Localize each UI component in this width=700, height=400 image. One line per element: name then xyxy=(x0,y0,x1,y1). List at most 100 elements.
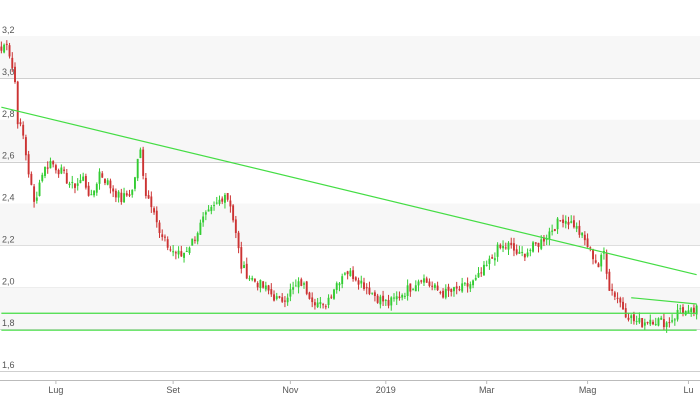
candle-body xyxy=(581,232,584,236)
candle-body xyxy=(556,218,559,230)
candle-body xyxy=(662,319,665,328)
candle-body xyxy=(583,234,586,241)
candle-body xyxy=(632,314,635,322)
candle-body xyxy=(477,272,480,278)
candle-body xyxy=(403,295,406,297)
candle-body xyxy=(5,43,8,45)
candle-body xyxy=(485,264,488,266)
candle-body xyxy=(692,307,695,313)
candle-body xyxy=(327,297,330,305)
candle-body xyxy=(215,202,218,204)
candle-body xyxy=(223,194,226,203)
candle-body xyxy=(567,221,570,225)
candle-body xyxy=(521,251,524,253)
candle-body xyxy=(363,282,365,289)
candle-body xyxy=(218,199,221,204)
trendlines xyxy=(1,106,697,331)
candle-body xyxy=(570,221,573,223)
candle-body xyxy=(649,319,652,325)
candle-body xyxy=(131,189,134,195)
candle-body xyxy=(49,160,52,169)
grid-band xyxy=(0,287,700,330)
candle-body xyxy=(352,270,355,280)
candle-body xyxy=(373,292,376,296)
candle-body xyxy=(8,45,11,57)
candle-body xyxy=(611,289,614,291)
candle-body xyxy=(199,222,202,235)
candle-body xyxy=(453,287,455,292)
candle-body xyxy=(414,285,417,292)
candle-body xyxy=(322,304,325,306)
candle-body xyxy=(679,308,682,310)
candle-body xyxy=(144,177,147,196)
candle-body xyxy=(382,295,385,302)
candle-body xyxy=(518,251,521,254)
candle-body xyxy=(346,271,349,275)
candle-body xyxy=(572,220,575,228)
candle-body xyxy=(243,265,245,268)
candle-body xyxy=(562,219,564,224)
candle-body xyxy=(79,179,82,184)
candle-body xyxy=(191,238,194,246)
candle-body xyxy=(251,277,254,280)
candle-body xyxy=(665,322,668,328)
y-tick-label: 3,0 xyxy=(2,67,15,77)
candle-body xyxy=(193,239,196,241)
candle-body xyxy=(150,196,153,208)
candle-body xyxy=(390,297,393,306)
candle-body xyxy=(395,296,398,300)
candle-body xyxy=(643,322,646,326)
x-tick-label: 2019 xyxy=(376,385,396,395)
candle-body xyxy=(286,297,289,303)
candle-body xyxy=(166,239,169,248)
price-bands xyxy=(0,36,700,330)
candle-body xyxy=(319,302,322,305)
candle-body xyxy=(338,283,341,286)
candle-body xyxy=(513,243,515,251)
candle-body xyxy=(313,302,316,306)
candle-body xyxy=(406,285,409,296)
candle-body xyxy=(398,296,401,299)
candle-body xyxy=(11,57,14,69)
candle-body xyxy=(52,161,55,165)
candle-body xyxy=(461,283,464,292)
candle-body xyxy=(112,188,115,192)
candle-body xyxy=(297,281,300,288)
candle-body xyxy=(466,283,469,287)
candle-body xyxy=(409,283,412,292)
candle-body xyxy=(202,216,205,223)
candle-body xyxy=(652,321,654,325)
candle-body xyxy=(101,173,104,178)
candle-body xyxy=(469,284,472,289)
candle-body xyxy=(240,247,243,269)
candle-body xyxy=(38,182,41,196)
y-tick-label: 2,2 xyxy=(2,234,15,244)
candle-body xyxy=(455,286,458,289)
candle-body xyxy=(229,200,232,207)
candle-body xyxy=(305,281,308,294)
candle-body xyxy=(542,237,545,242)
candle-body xyxy=(324,306,327,308)
candle-body xyxy=(589,247,592,249)
candle-body xyxy=(428,281,431,286)
candle-body xyxy=(234,219,237,233)
candle-body xyxy=(333,289,335,299)
candle-body xyxy=(447,286,450,291)
y-tick-label: 2,6 xyxy=(2,151,15,161)
candle-body xyxy=(169,249,172,251)
candle-body xyxy=(114,190,117,198)
candle-body xyxy=(564,220,567,224)
candle-body xyxy=(87,185,90,196)
candle-body xyxy=(439,292,442,294)
candle-body xyxy=(657,318,660,326)
candle-body xyxy=(281,297,284,302)
candle-body xyxy=(597,263,600,268)
candle-body xyxy=(33,186,36,202)
x-tick-label: Mar xyxy=(479,385,495,395)
candle-body xyxy=(308,292,311,299)
x-axis-tick-labels: Lug Set Nov 2019 Mar Mag Lu xyxy=(48,380,693,395)
candle-body xyxy=(311,297,314,303)
grid-band xyxy=(0,119,700,162)
candle-body xyxy=(46,167,49,169)
candle-body xyxy=(0,46,3,51)
